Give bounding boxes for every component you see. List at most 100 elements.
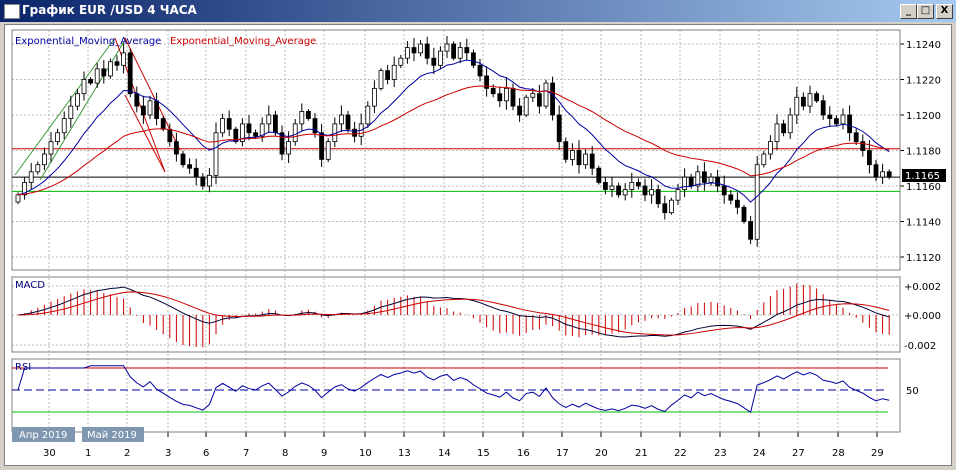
macd-label: MACD [15, 280, 45, 291]
date-tick-label: 23 [714, 448, 727, 459]
ema-slow-line [17, 85, 890, 196]
candle-bear [470, 52, 476, 66]
candle-bear [655, 189, 661, 205]
candle-bear [233, 128, 239, 143]
candle-bear [596, 167, 602, 183]
date-tick-label: 29 [871, 448, 884, 459]
candle-bull [75, 93, 80, 107]
candle-bear [550, 82, 555, 116]
candle-bear [814, 93, 819, 102]
date-tick-label: 27 [792, 448, 805, 459]
candle-bear [820, 100, 826, 116]
candle-bear [319, 132, 325, 160]
rsi-panel [11, 358, 901, 433]
candle-bear [556, 114, 562, 143]
legend-ema-fast: Exponential_Moving_Average [15, 36, 161, 47]
maximize-button[interactable]: □ [917, 4, 934, 19]
candle-bull [15, 194, 21, 203]
candle-bear [490, 87, 496, 95]
candle-bull [754, 164, 760, 240]
candle-bear [140, 105, 146, 116]
candle-bull [266, 114, 272, 125]
candle-bear [688, 176, 694, 187]
candle-bear [154, 100, 160, 119]
candle-bear [173, 141, 179, 155]
candle-bear [728, 194, 734, 201]
rsi-tick-label: 50 [906, 386, 919, 397]
chart-app-icon [4, 4, 20, 19]
candle-bull [220, 118, 226, 134]
candle-bull [543, 82, 549, 107]
macd-signal-line [17, 291, 890, 336]
candle-bear [101, 68, 107, 77]
minimize-button[interactable]: _ [900, 4, 917, 19]
price-tick-label: 1.1200 [906, 111, 941, 122]
candle-bear [272, 114, 278, 134]
window-title: График EUR /USD 4 ЧАСА [22, 3, 197, 17]
candle-bull [147, 100, 153, 116]
candle-bear [847, 114, 852, 134]
candle-bull [391, 64, 397, 80]
candle-bear [193, 167, 199, 178]
month-label-may: Май 2019 [87, 430, 137, 441]
candle-bull [259, 123, 265, 137]
trend-line-down[interactable] [124, 94, 166, 173]
candle-bull [609, 185, 615, 190]
candle-bear [576, 150, 582, 166]
trend-line-up[interactable] [39, 39, 126, 181]
price-tick-label: 1.1180 [906, 147, 941, 158]
current-price-box [902, 169, 946, 182]
candle-bear [589, 153, 595, 169]
candle-bull [286, 141, 292, 155]
candle-bear [484, 75, 490, 89]
candle-bull [437, 50, 443, 66]
candle-bear [253, 132, 259, 137]
candle-bull [365, 105, 371, 125]
candle-bear [385, 70, 391, 80]
date-tick-label: 22 [674, 448, 687, 459]
candle-bear [134, 93, 140, 107]
candle-bear [801, 96, 806, 107]
candle-bull [675, 189, 681, 201]
candle-bear [603, 182, 608, 190]
candle-bull [444, 43, 450, 52]
candle-bear [312, 118, 318, 134]
candle-bull [708, 176, 714, 183]
candle-bull [457, 47, 463, 59]
candle-bear [464, 47, 470, 54]
candle-bear [735, 199, 740, 208]
close-button[interactable]: X [936, 4, 953, 19]
macd-tick-label: +0.002 [904, 282, 941, 293]
candle-bull [206, 174, 212, 187]
candle-bear [477, 64, 483, 77]
candle-bear [345, 114, 351, 130]
candle-bear [741, 206, 747, 222]
candle-bear [563, 141, 569, 160]
date-tick-label: 20 [595, 448, 608, 459]
macd-panel [11, 276, 901, 353]
candle-bear [517, 105, 522, 116]
date-tick-label: 9 [321, 448, 327, 459]
legend-ema-slow: Exponential_Moving_Average [170, 36, 316, 47]
candle-bull [61, 118, 67, 134]
candle-bear [352, 128, 358, 137]
candle-bear [781, 123, 786, 134]
candle-bull [583, 153, 588, 166]
candle-bull [787, 114, 793, 134]
candle-bear [187, 164, 193, 169]
candle-bear [305, 111, 311, 119]
date-tick-label: 28 [832, 448, 845, 459]
candle-bear [246, 123, 252, 134]
candle-bear [616, 185, 621, 196]
candle-bull [35, 164, 41, 173]
date-tick-label: 16 [517, 448, 530, 459]
date-tick-label: 10 [359, 448, 372, 459]
trend-line-up[interactable] [14, 37, 116, 176]
candle-bear [867, 150, 872, 166]
candle-bear [200, 176, 206, 187]
candle-bull [68, 105, 74, 119]
candle-bear [642, 185, 648, 196]
candle-bull [774, 123, 780, 143]
date-tick-label: 15 [477, 448, 490, 459]
